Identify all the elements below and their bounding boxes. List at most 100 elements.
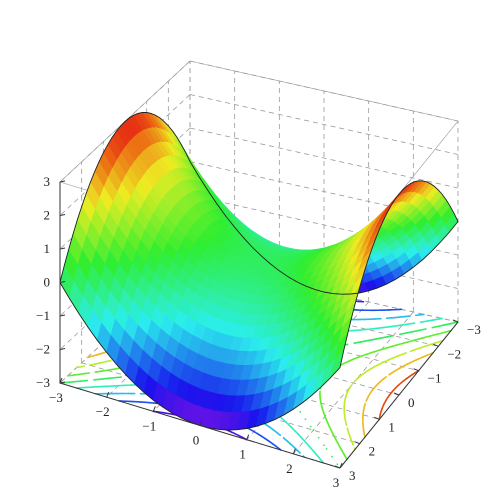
contour-segment (406, 376, 410, 380)
contour-segment (91, 363, 96, 366)
contour-segment (366, 338, 375, 342)
contour-segment (450, 321, 459, 325)
contour-segment (438, 317, 443, 320)
contour-segment (412, 348, 417, 352)
z-tick-mark (59, 314, 66, 317)
y-tick-mark (374, 416, 380, 420)
x-tick-label: −2 (96, 404, 110, 419)
contour-segment (357, 355, 362, 359)
contour-segment (400, 352, 407, 356)
z-tick-label: 1 (44, 241, 51, 256)
contour-segment (339, 362, 346, 367)
contour-segment (365, 352, 372, 356)
contour-segment (437, 324, 446, 328)
wall-gridline (189, 94, 459, 155)
contour-segment (444, 322, 453, 326)
x-tick-label: 2 (286, 461, 293, 476)
contour-segment (391, 316, 399, 319)
z-tick-label: 0 (44, 275, 51, 290)
contour-segment (429, 342, 437, 346)
y-tick-mark (433, 343, 439, 347)
contour-segment (79, 379, 89, 382)
y-tick-mark (334, 465, 341, 469)
contour-segment (373, 350, 377, 353)
contour-segment (88, 354, 95, 358)
x-tick-label: 1 (239, 447, 246, 462)
contour-segment (401, 323, 407, 326)
contour-segment (415, 313, 423, 317)
y-tick-label: 1 (388, 419, 395, 434)
contour-segment (409, 339, 415, 343)
contour-segment (424, 335, 432, 339)
contour-segment (390, 344, 397, 348)
contour-segment (397, 367, 400, 371)
contour-segment (418, 328, 427, 332)
contour-segment (95, 370, 103, 373)
contour-segment (406, 361, 412, 365)
contour-segment (419, 320, 428, 323)
z-tick-mark (59, 281, 66, 283)
z-tick-mark (59, 348, 66, 350)
contour-segment (388, 371, 393, 376)
wall-gridline (59, 94, 191, 216)
contour-segment (95, 353, 100, 356)
contour-segment (443, 330, 450, 334)
contour-segment (416, 338, 421, 341)
contour-segment (75, 373, 83, 376)
contour-segment (369, 366, 374, 370)
contour-segment (353, 341, 362, 344)
z-tick-label: −1 (36, 308, 50, 323)
y-tick-mark (393, 392, 400, 396)
contour-segment (354, 377, 359, 382)
contour-segment (435, 340, 442, 344)
contour-segment (374, 348, 382, 353)
contour-segment (99, 360, 107, 364)
contour-segment (379, 361, 385, 365)
z-tick-label: −3 (36, 375, 50, 390)
contour-segment (113, 376, 123, 379)
x-tick-mark (292, 448, 296, 455)
contour-segment (386, 334, 395, 338)
contour-segment (106, 359, 112, 363)
x-tick-label: −1 (142, 418, 156, 433)
contour-segment (379, 336, 388, 340)
contour-segment (424, 354, 428, 357)
contour-segment (82, 372, 90, 375)
y-tick-label: 0 (408, 395, 415, 410)
surface-outline (59, 112, 459, 431)
contour-segment (106, 376, 116, 380)
contour-segment (377, 326, 384, 330)
y-tick-mark (452, 319, 459, 323)
z-tick-label: −2 (36, 342, 50, 357)
contour-segment (427, 343, 432, 346)
z-tick-label: 3 (44, 174, 51, 189)
contour-segment (163, 412, 170, 415)
contour-segment (390, 325, 398, 328)
contour-segment (349, 358, 354, 362)
z-tick-mark (59, 214, 66, 216)
contour-segment (102, 369, 108, 372)
x-tick-mark (246, 434, 250, 440)
contour-segment (380, 347, 387, 351)
z-tick-mark (59, 180, 66, 183)
contour-segment (396, 342, 404, 346)
contour-segment (359, 339, 369, 343)
y-tick-label: −2 (447, 346, 461, 361)
contour-segment (427, 319, 434, 322)
contour-segment (399, 332, 408, 336)
surface-mesh (59, 112, 459, 431)
contour-segment (360, 353, 367, 358)
y-tick-label: −3 (467, 322, 481, 337)
contour-segment (66, 380, 75, 384)
contour-segment (388, 357, 394, 361)
y-tick-mark (413, 368, 419, 372)
contour-segment (402, 341, 409, 345)
y-tick-label: 2 (369, 444, 376, 459)
contour-segment (407, 322, 415, 325)
contour-segment (388, 345, 393, 349)
contour-segment (412, 329, 421, 333)
contour-segment (359, 328, 367, 331)
contour-segment (112, 367, 119, 371)
x-tick-label: 0 (193, 433, 200, 448)
x-tick-mark (199, 420, 203, 426)
